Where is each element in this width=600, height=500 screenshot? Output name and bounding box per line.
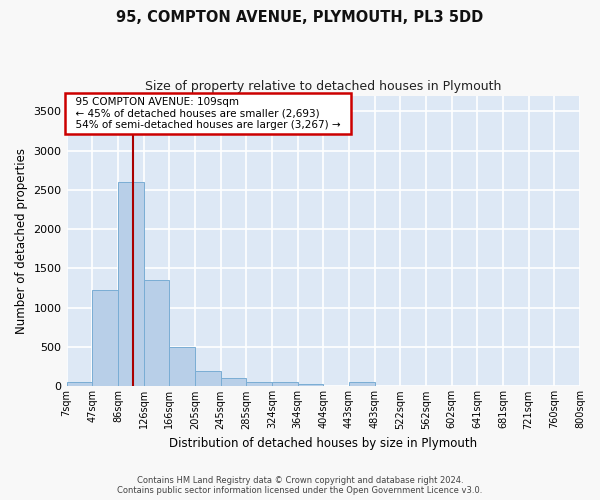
Bar xyxy=(349,382,374,386)
Bar xyxy=(169,347,195,387)
Bar xyxy=(298,384,323,386)
Text: 95 COMPTON AVENUE: 109sqm  
  ← 45% of detached houses are smaller (2,693)  
  5: 95 COMPTON AVENUE: 109sqm ← 45% of detac… xyxy=(69,97,347,130)
Bar xyxy=(272,382,298,386)
Y-axis label: Number of detached properties: Number of detached properties xyxy=(15,148,28,334)
Bar xyxy=(246,382,272,386)
Bar xyxy=(195,371,221,386)
Title: Size of property relative to detached houses in Plymouth: Size of property relative to detached ho… xyxy=(145,80,502,93)
Bar xyxy=(221,378,246,386)
Bar xyxy=(67,382,92,386)
Bar xyxy=(92,290,118,386)
Text: Contains HM Land Registry data © Crown copyright and database right 2024.
Contai: Contains HM Land Registry data © Crown c… xyxy=(118,476,482,495)
Text: 95, COMPTON AVENUE, PLYMOUTH, PL3 5DD: 95, COMPTON AVENUE, PLYMOUTH, PL3 5DD xyxy=(116,10,484,25)
Bar xyxy=(118,182,143,386)
Bar xyxy=(143,280,169,386)
X-axis label: Distribution of detached houses by size in Plymouth: Distribution of detached houses by size … xyxy=(169,437,478,450)
